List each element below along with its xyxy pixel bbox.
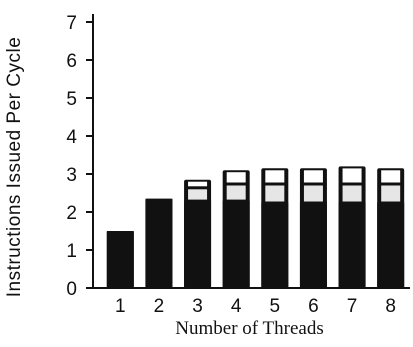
bar-segment-middle xyxy=(188,189,208,200)
bars xyxy=(106,166,405,288)
x-axis-ticks: 1 2 3 4 5 6 7 8 xyxy=(115,296,396,317)
x-axis-label: Number of Threads xyxy=(175,318,323,339)
x-tick-label: 2 xyxy=(154,296,165,317)
bar-segment-middle xyxy=(342,185,362,202)
y-tick-label: 0 xyxy=(66,279,77,300)
y-tick-label: 6 xyxy=(66,51,77,72)
bar-segment-middle xyxy=(265,185,285,202)
bar-2 xyxy=(145,198,173,288)
bar-segment-bottom xyxy=(261,202,289,288)
x-tick-label: 4 xyxy=(231,296,242,317)
y-axis-label: Instructions Issued Per Cycle xyxy=(4,37,25,298)
bar-segment-middle xyxy=(303,185,323,202)
x-tick-label: 5 xyxy=(270,296,281,317)
x-tick-label: 8 xyxy=(385,296,396,317)
bar-6 xyxy=(299,168,327,288)
bar-segment-bottom xyxy=(377,202,405,288)
bar-segment-top xyxy=(188,181,208,187)
y-tick-label: 4 xyxy=(66,127,77,148)
bar-5 xyxy=(261,168,289,288)
bar-8 xyxy=(377,168,405,288)
bar-segment-bottom xyxy=(222,200,250,288)
bar-segment-top xyxy=(226,172,246,183)
bar-1 xyxy=(106,231,134,288)
y-tick-label: 7 xyxy=(66,13,77,34)
bar-segment-top xyxy=(381,170,401,183)
x-tick-label: 6 xyxy=(308,296,319,317)
y-tick-label: 3 xyxy=(66,165,77,186)
bar-segment-bottom xyxy=(145,198,173,288)
bar-segment-top xyxy=(303,170,323,183)
y-axis-ticks: 0 1 2 3 4 5 6 7 xyxy=(66,13,93,300)
bar-7 xyxy=(338,166,366,288)
y-tick-label: 2 xyxy=(66,203,77,224)
x-tick-label: 1 xyxy=(115,296,126,317)
bar-segment-middle xyxy=(381,185,401,202)
bar-segment-top xyxy=(265,170,285,183)
bar-4 xyxy=(222,170,250,288)
bar-segment-bottom xyxy=(338,202,366,288)
bar-3 xyxy=(184,179,212,288)
y-tick-label: 1 xyxy=(66,241,77,262)
bar-segment-bottom xyxy=(299,202,327,288)
bar-segment-top xyxy=(342,168,362,183)
y-tick-label: 5 xyxy=(66,89,77,110)
x-tick-label: 3 xyxy=(192,296,203,317)
bar-segment-middle xyxy=(226,185,246,200)
bar-segment-bottom xyxy=(184,200,212,288)
bar-segment-bottom xyxy=(106,231,134,288)
x-tick-label: 7 xyxy=(347,296,358,317)
